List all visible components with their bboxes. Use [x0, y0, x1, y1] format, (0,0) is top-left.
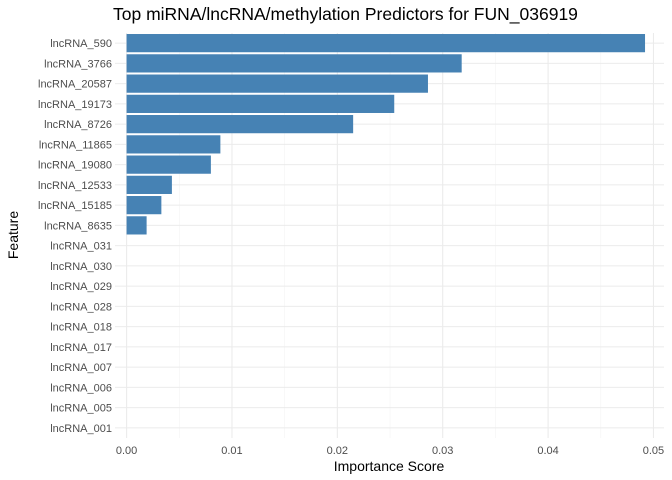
- bar-lncRNA_20587: [126, 74, 428, 93]
- chart-title: Top miRNA/lncRNA/methylation Predictors …: [113, 4, 578, 25]
- bar-lncRNA_19173: [126, 94, 395, 113]
- bar-lncRNA_3766: [126, 54, 462, 73]
- y-tick-label: lncRNA_029: [50, 281, 112, 293]
- bar-lncRNA_8635: [126, 216, 147, 235]
- bar-lncRNA_12533: [126, 175, 172, 194]
- y-tick-label: lncRNA_006: [50, 382, 112, 394]
- x-tick-label: 0.04: [537, 445, 558, 457]
- grid-lines: [115, 33, 664, 438]
- bar-lncRNA_590: [126, 34, 646, 53]
- x-tick-label: 0.05: [643, 445, 664, 457]
- y-tick-label: lncRNA_017: [50, 342, 112, 354]
- bars: [126, 34, 646, 235]
- y-tick-label: lncRNA_028: [50, 301, 112, 313]
- x-tick-labels: 0.00 0.01 0.02 0.03 0.04 0.05: [116, 445, 664, 457]
- x-tick-label: 0.01: [221, 445, 242, 457]
- y-tick-label: lncRNA_018: [50, 322, 112, 334]
- bar-lncRNA_15185: [126, 196, 162, 215]
- y-tick-label: lncRNA_005: [50, 403, 112, 415]
- x-tick-label: 0.02: [327, 445, 348, 457]
- bar-lncRNA_11865: [126, 135, 221, 154]
- y-tick-label: lncRNA_11865: [39, 139, 112, 151]
- y-tick-label: lncRNA_15185: [38, 200, 112, 212]
- bar-lncRNA_8726: [126, 115, 354, 134]
- y-tick-label: lncRNA_8726: [44, 119, 112, 131]
- y-tick-label: lncRNA_001: [50, 423, 112, 435]
- y-tick-label: lncRNA_007: [50, 362, 112, 374]
- x-tick-label: 0.03: [432, 445, 453, 457]
- y-tick-label: lncRNA_590: [50, 38, 112, 50]
- y-tick-label: lncRNA_20587: [38, 79, 112, 91]
- y-tick-label: lncRNA_3766: [44, 58, 112, 70]
- y-tick-label: lncRNA_8635: [44, 220, 112, 232]
- x-axis-title: Importance Score: [334, 458, 445, 474]
- x-tick-label: 0.00: [116, 445, 137, 457]
- y-axis-title: Feature: [5, 211, 21, 259]
- y-tick-label: lncRNA_19080: [38, 160, 112, 172]
- y-tick-labels: lncRNA_590 lncRNA_3766 lncRNA_20587 lncRNA_…: [38, 38, 112, 435]
- y-tick-label: lncRNA_19173: [38, 99, 112, 111]
- y-tick-label: lncRNA_030: [50, 261, 112, 273]
- y-tick-label: lncRNA_031: [50, 241, 112, 253]
- y-tick-label: lncRNA_12533: [38, 180, 112, 192]
- bar-lncRNA_19080: [126, 155, 211, 174]
